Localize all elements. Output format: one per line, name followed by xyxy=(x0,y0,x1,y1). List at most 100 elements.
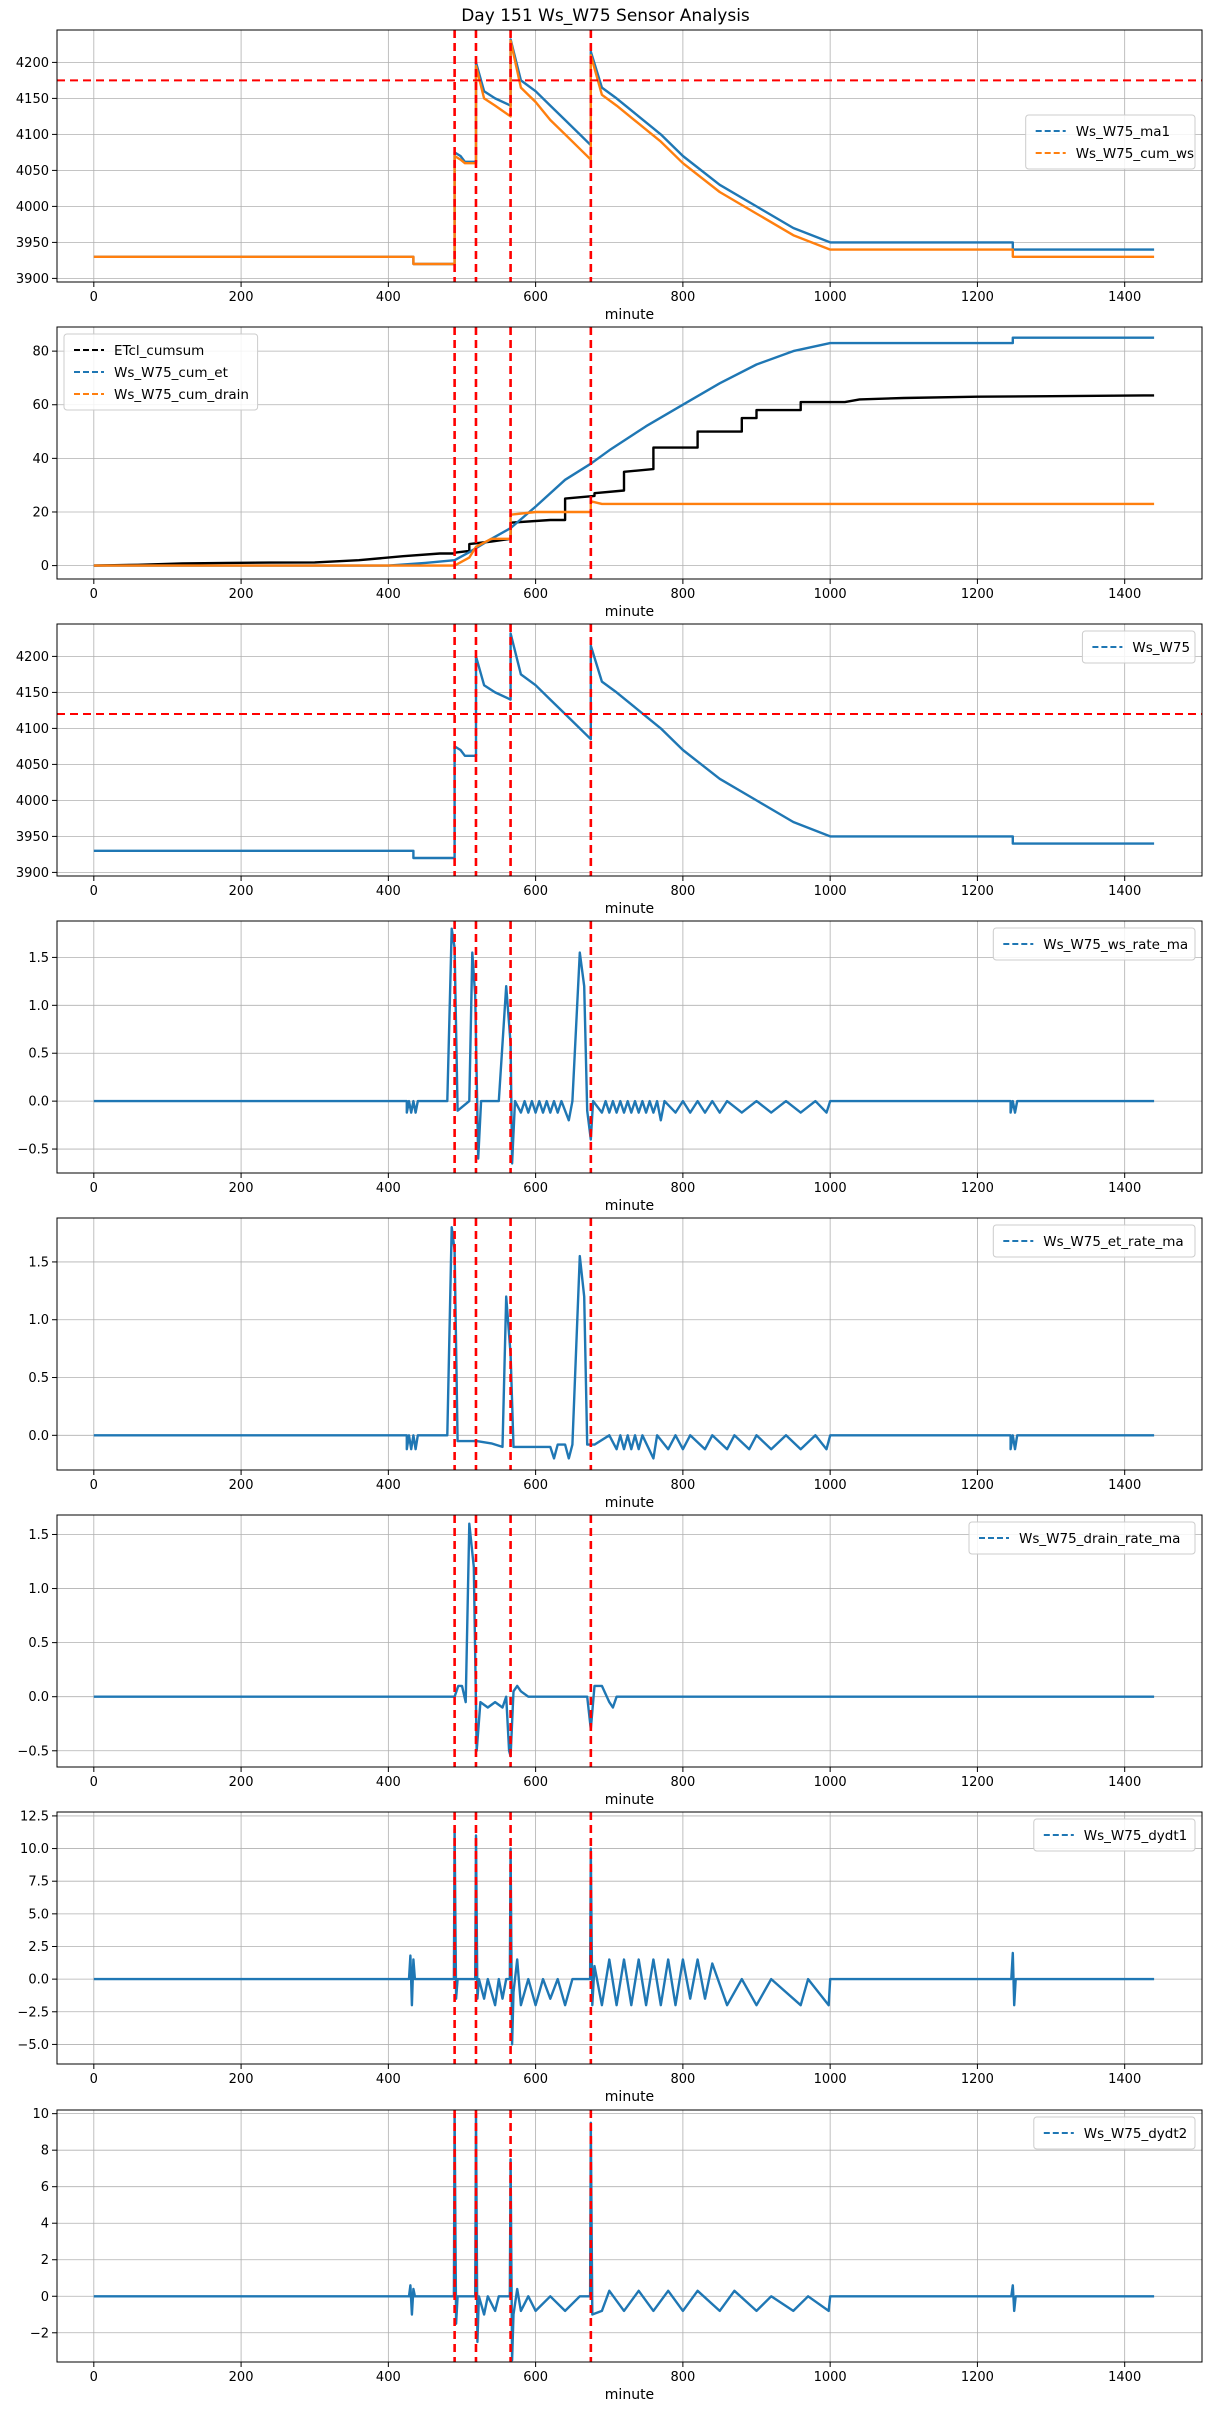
x-tick-label: 1200 xyxy=(961,2072,994,2087)
y-tick-label: −5.0 xyxy=(17,2038,49,2053)
x-tick-label: 1200 xyxy=(961,2370,994,2385)
x-tick-label: 0 xyxy=(90,587,98,602)
y-tick-label: 0.0 xyxy=(28,1095,49,1110)
x-tick-label: 200 xyxy=(229,290,254,305)
x-tick-label: 400 xyxy=(376,1478,401,1493)
x-axis-label: minute xyxy=(605,1198,654,1214)
legend-box xyxy=(992,1224,1196,1258)
y-tick-label: −0.5 xyxy=(17,1143,49,1158)
axes-frame xyxy=(56,2109,1203,2363)
subplot-2: 0 200 400 600 800 1000 1200 1400 0 20 40 60 80 minute… xyxy=(32,326,1203,620)
legend: Ws_W75_dydt1 xyxy=(1033,1818,1196,1852)
y-tick-label: 2.5 xyxy=(28,1940,49,1955)
legend-label: Ws_W75_cum_ws xyxy=(1076,146,1194,162)
x-tick-label: 800 xyxy=(670,587,695,602)
y-tick-label: 1.5 xyxy=(28,1528,49,1543)
x-tick-label: 1400 xyxy=(1108,2072,1141,2087)
x-tick-label: 0 xyxy=(90,2072,98,2087)
x-axis-label: minute xyxy=(605,1495,654,1511)
axes-frame xyxy=(56,1811,1203,2065)
x-tick-label: 1200 xyxy=(961,884,994,899)
plot-area xyxy=(93,1218,1155,1470)
x-tick-label: 200 xyxy=(229,884,254,899)
y-tick-label: 0.0 xyxy=(28,1429,49,1444)
y-tick-label: 4100 xyxy=(16,128,49,143)
legend: Ws_W75_dydt2 xyxy=(1033,2116,1196,2150)
y-tick-label: 4050 xyxy=(16,758,49,773)
y-tick-label: 1.5 xyxy=(28,1255,49,1270)
legend-label: Ws_W75_drain_rate_ma xyxy=(1019,1531,1180,1547)
legend-label: ETcl_cumsum xyxy=(114,343,204,359)
axes-frame xyxy=(56,29,1203,283)
x-tick-label: 600 xyxy=(523,1775,548,1790)
series-line-Ws_W75_dydt2 xyxy=(93,2112,1155,2362)
y-tick-label: −2.5 xyxy=(17,2005,49,2020)
series-line-Ws_W75 xyxy=(93,632,1155,860)
x-tick-label: 1400 xyxy=(1108,2370,1141,2385)
x-tick-label: 800 xyxy=(670,290,695,305)
y-tick-label: 0 xyxy=(41,2290,49,2305)
x-tick-label: 800 xyxy=(670,1775,695,1790)
legend: Ws_W75_drain_rate_ma xyxy=(968,1521,1196,1555)
plot-area xyxy=(93,1812,1155,2064)
x-tick-label: 1200 xyxy=(961,290,994,305)
legend-label: Ws_W75_dydt2 xyxy=(1084,2126,1187,2142)
legend: ETcl_cumsum Ws_W75_cum_et Ws_W75_cum_drain xyxy=(63,333,259,411)
legend-label: Ws_W75_dydt1 xyxy=(1084,1828,1187,1844)
y-tick-label: 0.5 xyxy=(28,1371,49,1386)
legend-label: Ws_W75_cum_et xyxy=(114,365,228,381)
x-tick-label: 1000 xyxy=(814,884,847,899)
axes-frame xyxy=(56,920,1203,1174)
y-tick-label: 4100 xyxy=(16,722,49,737)
legend: Ws_W75_ws_rate_ma xyxy=(992,927,1196,961)
y-tick-label: 6 xyxy=(41,2180,49,2195)
series-line-Ws_W75_cum_drain xyxy=(93,500,1155,567)
x-tick-label: 200 xyxy=(229,2072,254,2087)
series-line-Ws_W75_ws_rate_ma xyxy=(93,927,1155,1165)
x-tick-label: 400 xyxy=(376,2072,401,2087)
x-tick-label: 200 xyxy=(229,1181,254,1196)
subplot-3: 0 200 400 600 800 1000 1200 1400 3900 3950 4000 405… xyxy=(16,623,1203,917)
x-axis-label: minute xyxy=(605,2387,654,2403)
y-tick-label: 10 xyxy=(32,2107,49,2122)
x-tick-label: 0 xyxy=(90,1775,98,1790)
y-tick-label: 20 xyxy=(32,505,49,520)
x-tick-label: 1400 xyxy=(1108,1478,1141,1493)
legend-box xyxy=(63,333,259,411)
legend-label: Ws_W75_ma1 xyxy=(1076,124,1170,140)
plot-area xyxy=(93,327,1155,579)
y-tick-label: 4150 xyxy=(16,92,49,107)
axes-frame xyxy=(56,326,1203,580)
x-tick-label: 600 xyxy=(523,290,548,305)
x-tick-label: 200 xyxy=(229,587,254,602)
y-tick-label: −0.5 xyxy=(17,1744,49,1759)
x-tick-label: 600 xyxy=(523,884,548,899)
legend: Ws_W75_ma1 Ws_W75_cum_ws xyxy=(1025,114,1196,170)
y-tick-label: 5.0 xyxy=(28,1907,49,1922)
legend-label: Ws_W75_et_rate_ma xyxy=(1043,1234,1183,1250)
plot-area xyxy=(93,921,1155,1173)
x-axis-label: minute xyxy=(605,604,654,620)
x-axis-label: minute xyxy=(605,2089,654,2105)
legend-label: Ws_W75_ws_rate_ma xyxy=(1043,937,1188,953)
plot-area xyxy=(93,1515,1155,1767)
subplot-6: 0 200 400 600 800 1000 1200 1400 −0.5 0.0 0.5 1.0 1.… xyxy=(17,1514,1203,1808)
series-line-Ws_W75_dydt1 xyxy=(93,1827,1155,2046)
x-tick-label: 1000 xyxy=(814,587,847,602)
y-tick-label: 4150 xyxy=(16,686,49,701)
x-tick-label: 1400 xyxy=(1108,290,1141,305)
x-tick-label: 800 xyxy=(670,1181,695,1196)
x-tick-label: 0 xyxy=(90,290,98,305)
x-tick-label: 1200 xyxy=(961,587,994,602)
x-tick-label: 1400 xyxy=(1108,587,1141,602)
plot-area xyxy=(57,30,1202,282)
axes-frame xyxy=(56,623,1203,877)
x-tick-label: 400 xyxy=(376,587,401,602)
x-tick-label: 600 xyxy=(523,2370,548,2385)
x-tick-label: 600 xyxy=(523,2072,548,2087)
subplot-1: 0 200 400 600 800 1000 1200 1400 3900 3950 4000 405… xyxy=(16,29,1203,323)
legend-box xyxy=(992,927,1196,961)
series-line-Ws_W75_ma1 xyxy=(93,38,1155,266)
x-tick-label: 800 xyxy=(670,2370,695,2385)
